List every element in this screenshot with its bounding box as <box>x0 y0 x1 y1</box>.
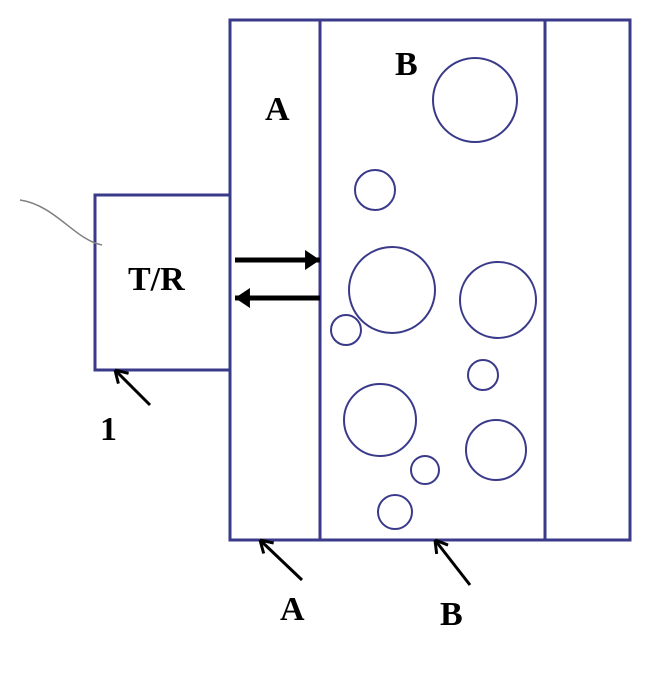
bubble-3 <box>460 262 536 338</box>
bubble-6 <box>344 384 416 456</box>
label-B-top: B <box>395 46 418 83</box>
signal-arrow-in <box>235 288 320 308</box>
bubble-9 <box>378 495 412 529</box>
label-A-top: A <box>265 91 290 128</box>
bubble-7 <box>466 420 526 480</box>
layer-stack <box>230 20 630 540</box>
label-B-bottom: B <box>440 596 463 633</box>
signal-arrow-out <box>235 250 320 270</box>
callout-1-arrow <box>115 370 150 405</box>
bubble-0 <box>433 58 517 142</box>
lead-wire <box>20 200 102 245</box>
callout-B-arrow <box>435 540 470 585</box>
label-A-bottom: A <box>280 591 305 628</box>
callout-1-label: 1 <box>100 411 117 448</box>
diagram-root: T/R A B A B 1 <box>0 0 656 679</box>
bubble-2 <box>349 247 435 333</box>
callout-A-arrow <box>260 540 302 580</box>
bubble-8 <box>411 456 439 484</box>
bubble-5 <box>468 360 498 390</box>
bubbles-group <box>331 58 536 529</box>
bubble-4 <box>331 315 361 345</box>
bubble-1 <box>355 170 395 210</box>
transducer-label: T/R <box>128 261 185 298</box>
